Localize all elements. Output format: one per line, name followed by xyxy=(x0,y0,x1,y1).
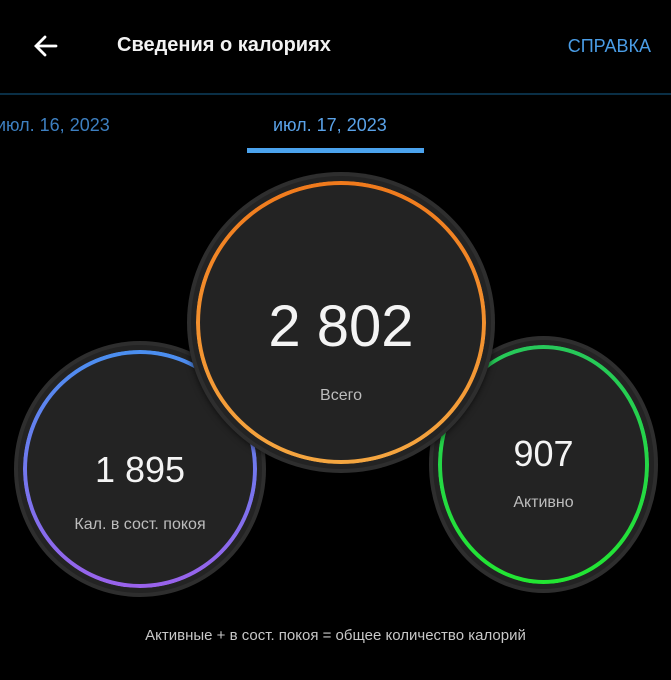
total-value: 2 802 xyxy=(268,294,414,359)
total-ring xyxy=(196,181,486,464)
active-label: Активно xyxy=(513,494,574,511)
formula-note: Активные + в сост. покоя = общее количес… xyxy=(145,627,526,644)
active-value: 907 xyxy=(513,433,574,474)
page-title: Сведения о калориях xyxy=(117,34,331,56)
resting-value: 1 895 xyxy=(94,449,186,490)
total-label: Всего xyxy=(320,387,362,404)
arrow-left-icon xyxy=(34,35,58,57)
tab-date-current[interactable]: июл. 17, 2023 xyxy=(273,115,387,135)
resting-label: Кал. в сост. покоя xyxy=(74,516,206,533)
tab-date-previous[interactable]: июл. 16, 2023 xyxy=(0,115,110,135)
header-divider xyxy=(0,93,671,95)
tab-indicator xyxy=(247,148,424,153)
back-button[interactable] xyxy=(30,30,62,62)
help-button[interactable]: СПРАВКА xyxy=(567,36,651,56)
total-calories-circle[interactable]: 2 802 Всего xyxy=(191,176,491,469)
